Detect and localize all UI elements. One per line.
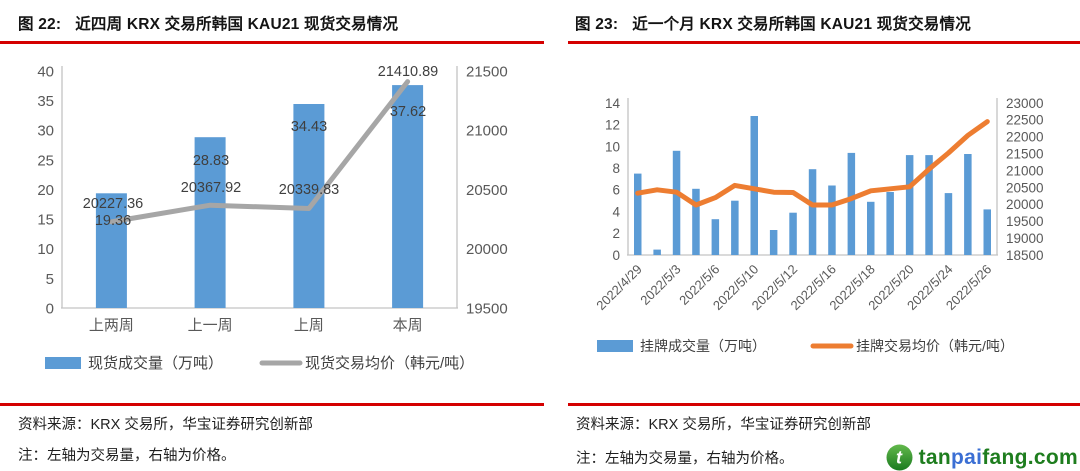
svg-text:20367.92: 20367.92 (181, 180, 241, 196)
svg-text:20000: 20000 (1006, 197, 1044, 212)
figure-23-source: 资料来源：KRX 交易所，华宝证券研究创新部 (576, 417, 871, 433)
figure-23-note: 注：左轴为交易量，右轴为价格。 (576, 451, 794, 467)
svg-text:15: 15 (37, 212, 54, 229)
figure-22-note: 注：左轴为交易量，右轴为价格。 (18, 448, 236, 464)
svg-text:40: 40 (37, 63, 54, 80)
svg-text:21000: 21000 (1006, 163, 1044, 178)
x-category-labels: 2022/4/292022/5/32022/5/62022/5/102022/5… (593, 262, 994, 314)
bar-series (634, 116, 991, 255)
logo-part-tan: tan (918, 445, 951, 469)
svg-text:21500: 21500 (466, 63, 508, 80)
svg-text:8: 8 (612, 161, 620, 176)
svg-text:上两周: 上两周 (89, 317, 134, 334)
line-series (108, 79, 411, 225)
svg-text:14: 14 (605, 96, 621, 111)
figure-22-title-prefix: 图 22: (18, 16, 62, 33)
svg-text:5: 5 (46, 271, 54, 288)
svg-text:现货成交量（万吨）: 现货成交量（万吨） (88, 354, 223, 372)
svg-text:19000: 19000 (1006, 231, 1044, 246)
svg-text:20000: 20000 (466, 241, 508, 258)
svg-text:t: t (896, 448, 903, 468)
figure-22-source: 资料来源：KRX 交易所，华宝证券研究创新部 (18, 417, 313, 433)
figure-23-title: 图 23: 近一个月 KRX 交易所韩国 KAU21 现货交易情况 (568, 0, 1080, 44)
svg-text:0: 0 (46, 300, 54, 317)
figure-22-chart: 0 5 10 15 20 25 30 35 40 19500 20000 20500 21000 2150… (37, 63, 507, 372)
svg-text:本周: 本周 (393, 317, 423, 334)
svg-text:30: 30 (37, 123, 54, 140)
svg-text:20227.36: 20227.36 (83, 196, 143, 212)
svg-text:20: 20 (37, 182, 54, 199)
svg-text:12: 12 (605, 118, 620, 133)
svg-text:10: 10 (37, 241, 54, 258)
axis-lines (61, 66, 458, 309)
svg-text:23000: 23000 (1006, 96, 1044, 111)
svg-text:2022/4/29: 2022/4/29 (593, 262, 645, 314)
svg-text:21500: 21500 (1006, 147, 1044, 162)
legend: 挂牌成交量（万吨） 挂牌交易均价（韩元/吨） (597, 338, 1014, 354)
logo-part-com: .com (1027, 445, 1078, 469)
axis-tick-labels: 0 5 10 15 20 25 30 35 40 19500 20000 20500 21000 2150… (37, 63, 507, 317)
figure-23-title-prefix: 图 23: (575, 16, 619, 33)
svg-text:28.83: 28.83 (193, 153, 229, 169)
svg-text:挂牌成交量（万吨）: 挂牌成交量（万吨） (640, 338, 766, 354)
svg-text:挂牌交易均价（韩元/吨）: 挂牌交易均价（韩元/吨） (856, 338, 1014, 354)
bar-series (95, 85, 424, 308)
line-series (635, 119, 990, 208)
svg-text:19.36: 19.36 (95, 213, 131, 229)
svg-text:2022/5/3: 2022/5/3 (637, 262, 683, 308)
svg-text:20500: 20500 (1006, 180, 1044, 195)
figure-22: 图 22: 近四周 KRX 交易所韩国 KAU21 现货交易情况 0 5 10 15 20… (0, 0, 544, 467)
legend: 现货成交量（万吨） 现货交易均价（韩元/吨） (45, 354, 474, 372)
figure-22-title: 图 22: 近四周 KRX 交易所韩国 KAU21 现货交易情况 (0, 0, 544, 44)
svg-text:现货交易均价（韩元/吨）: 现货交易均价（韩元/吨） (305, 354, 474, 372)
svg-text:21410.89: 21410.89 (378, 64, 438, 80)
svg-text:0: 0 (612, 248, 620, 263)
svg-text:21000: 21000 (466, 123, 508, 140)
svg-text:20500: 20500 (466, 182, 508, 199)
svg-text:18500: 18500 (1006, 248, 1044, 263)
svg-text:19500: 19500 (1006, 214, 1044, 229)
svg-text:10: 10 (605, 139, 620, 154)
svg-text:19500: 19500 (466, 300, 508, 317)
svg-text:2: 2 (612, 226, 620, 241)
figure-23: 图 23: 近一个月 KRX 交易所韩国 KAU21 现货交易情况 0 2 4 6 8 10… (568, 0, 1080, 471)
svg-text:4: 4 (612, 204, 620, 219)
x-category-labels: 上两周 上一周 上周 本周 (89, 317, 423, 334)
logo-part-pai: pai (951, 445, 983, 469)
svg-text:6: 6 (612, 183, 620, 198)
tanpaifang-logo[interactable]: t tanpaifang.com (886, 444, 1078, 471)
svg-text:22500: 22500 (1006, 113, 1044, 128)
tanpaifang-logo-text: tanpaifang.com (919, 446, 1078, 470)
figure-22-footer: 资料来源：KRX 交易所，华宝证券研究创新部 注：左轴为交易量，右轴为价格。 (0, 403, 544, 465)
svg-text:20339.83: 20339.83 (279, 182, 339, 198)
axis-tick-labels: 0 2 4 6 8 10 12 14 18500 19000 19500 20000 20500 2100… (605, 96, 1044, 263)
svg-text:22000: 22000 (1006, 130, 1044, 145)
figure-22-title-text: 近四周 KRX 交易所韩国 KAU21 现货交易情况 (75, 16, 399, 33)
logo-part-fang: fang (982, 445, 1028, 469)
figure-23-title-text: 近一个月 KRX 交易所韩国 KAU21 现货交易情况 (632, 16, 971, 33)
figure-23-chart: 0 2 4 6 8 10 12 14 18500 19000 19500 20000 20500 2100… (593, 96, 1044, 354)
svg-text:25: 25 (37, 152, 54, 169)
svg-text:上周: 上周 (294, 317, 324, 334)
figure-23-footer: 资料来源：KRX 交易所，华宝证券研究创新部 注：左轴为交易量，右轴为价格。 (568, 403, 1080, 471)
svg-text:37.62: 37.62 (390, 104, 426, 120)
svg-text:34.43: 34.43 (291, 119, 327, 135)
svg-text:35: 35 (37, 93, 54, 110)
leaf-circle-icon: t (886, 444, 913, 471)
svg-text:上一周: 上一周 (188, 317, 233, 334)
